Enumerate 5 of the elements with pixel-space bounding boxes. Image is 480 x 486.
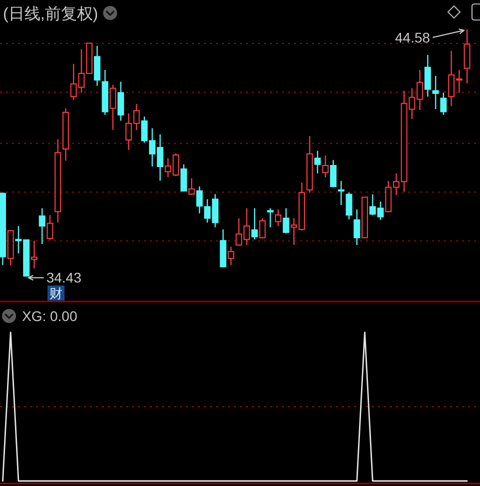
chart-title: XG: 0.00 [22, 308, 78, 324]
marker: 财 [48, 286, 64, 301]
annotation: 44.58 [395, 29, 430, 46]
chart-title: (日线,前复权) [3, 5, 98, 23]
annotation: 34.43 [46, 270, 82, 286]
